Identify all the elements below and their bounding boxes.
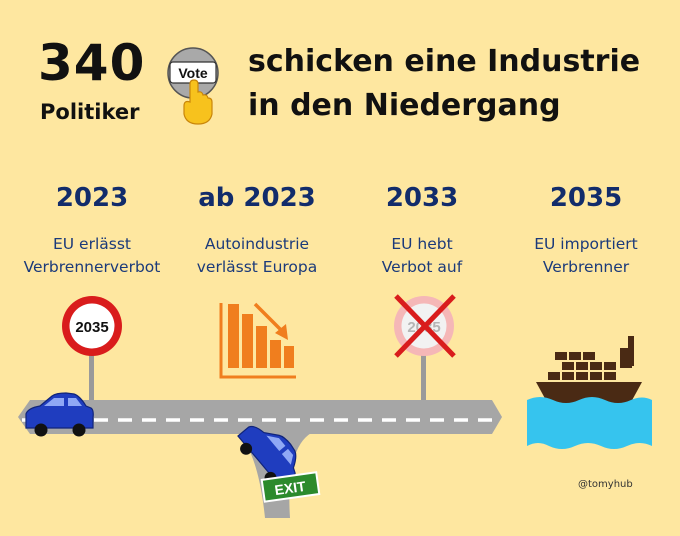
road-scene: 2035 2035 EXIT — [18, 294, 652, 518]
declining-bar-chart-icon — [219, 302, 296, 379]
desc-2033-line-1: EU hebt — [391, 235, 453, 253]
desc-2023-line-1: EU erlässt — [52, 235, 131, 253]
desc-ab-2023-line-1: Autoindustrie — [204, 235, 310, 253]
headline: schicken eine Industrie in den Niedergan… — [248, 40, 640, 128]
desc-2033-line-2: Verbot auf — [381, 258, 463, 276]
vote-label: Vote — [178, 65, 208, 81]
vote-button-icon: Vote — [167, 47, 219, 125]
desc-2035-line-1: EU importiert — [534, 235, 638, 253]
desc-2023: EU erlässt Verbrennerverbot — [0, 233, 192, 279]
water — [527, 397, 652, 449]
sign-label: 2035 — [75, 319, 108, 336]
headline-line-2: in den Niedergang — [248, 88, 561, 123]
year-2035: 2035 — [549, 183, 623, 213]
crossed-out-sign-icon: 2035 — [394, 294, 456, 358]
desc-ab-2023: Autoindustrie verlässt Europa — [157, 233, 357, 279]
main-road — [18, 400, 502, 434]
sign-post-2033 — [421, 350, 426, 400]
year-2033: 2033 — [385, 183, 459, 213]
desc-2023-line-2: Verbrennerverbot — [23, 258, 161, 276]
desc-2033: EU hebt Verbot auf — [322, 233, 522, 279]
exit-label: EXIT — [274, 478, 307, 498]
speed-limit-sign-icon: 2035 — [62, 296, 122, 356]
desc-ab-2023-line-2: verlässt Europa — [196, 258, 318, 276]
year-2023: 2023 — [55, 183, 129, 213]
cargo-ship-icon — [527, 336, 652, 449]
desc-2035: EU importiert Verbrenner — [486, 233, 680, 279]
politician-label: Politiker — [40, 100, 140, 124]
headline-line-1: schicken eine Industrie — [248, 44, 641, 79]
politician-count: 340 — [38, 34, 146, 92]
desc-2035-line-2: Verbrenner — [542, 258, 630, 276]
car-icon — [25, 392, 94, 437]
exit-sign: EXIT — [260, 471, 321, 503]
credit-label: @tomyhub — [578, 479, 633, 490]
sign-post-2023 — [89, 350, 94, 400]
year-ab-2023: ab 2023 — [198, 183, 316, 213]
